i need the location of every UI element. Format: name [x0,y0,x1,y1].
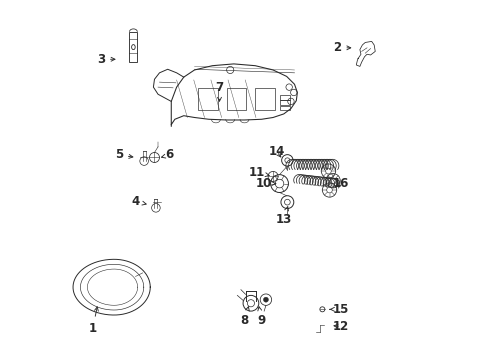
Text: 3: 3 [97,53,115,66]
Text: 5: 5 [114,148,133,162]
Circle shape [263,297,268,302]
Text: 16: 16 [332,177,348,190]
Text: 9: 9 [257,307,265,327]
Text: 12: 12 [332,320,348,333]
Text: 7: 7 [215,81,223,101]
Text: 11: 11 [248,166,269,179]
Text: 6: 6 [161,148,173,162]
Text: 13: 13 [275,207,291,226]
Text: 2: 2 [333,41,350,54]
Text: 4: 4 [131,195,146,208]
Text: 8: 8 [240,307,249,327]
Text: 14: 14 [268,145,284,158]
Text: 10: 10 [256,177,275,190]
Text: 15: 15 [329,303,348,316]
Text: 1: 1 [88,307,98,335]
